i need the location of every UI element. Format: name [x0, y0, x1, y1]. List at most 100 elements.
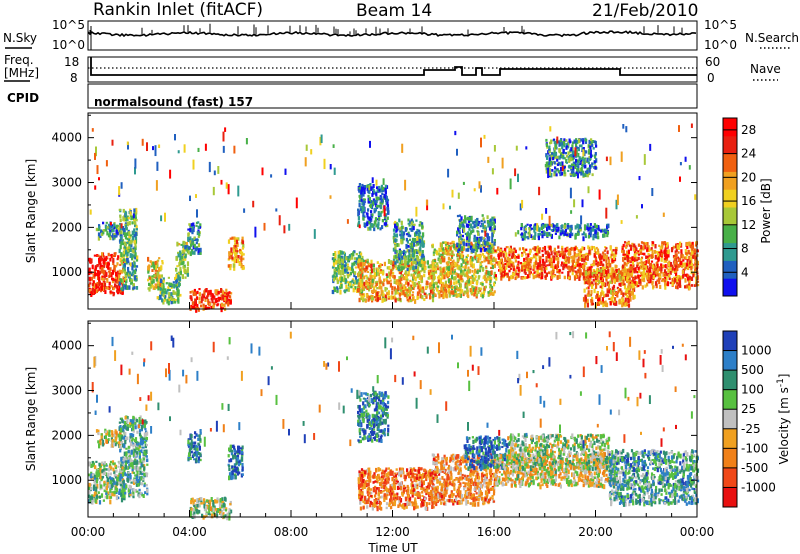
power-echo-cell: [407, 269, 410, 275]
power-echo-cell: [187, 236, 190, 242]
power-echo-cell: [133, 217, 136, 222]
power-echo-cell: [175, 280, 178, 284]
power-echo-cell: [462, 269, 465, 274]
power-echo-cell: [687, 274, 690, 280]
power-echo-cell: [679, 241, 682, 247]
power-echo-cell: [438, 258, 441, 263]
power-echo-cell: [183, 241, 186, 246]
power-echo-cell: [120, 252, 123, 258]
power-echo-cell: [529, 263, 532, 268]
power-echo-cell: [495, 276, 498, 281]
power-echo-cell: [357, 220, 361, 226]
power-echo-cell: [113, 235, 116, 238]
power-echo-cell: [646, 270, 649, 273]
power-echo-cell: [479, 225, 482, 228]
power-echo-cell: [563, 230, 566, 235]
power-echo-cell: [363, 275, 366, 280]
power-echo-cell: [177, 275, 180, 281]
power-echo-cell: [131, 235, 135, 241]
power-echo-cell: [467, 216, 470, 221]
power-echo-cell: [543, 232, 546, 237]
power-echo-cell: [480, 287, 483, 291]
power-echo-cell: [651, 273, 654, 277]
power-echo-cell: [639, 283, 642, 286]
power-echo-cell: [437, 252, 440, 256]
power-echo-cell: [393, 275, 396, 279]
power-echo-cell: [685, 256, 688, 260]
power-echo-cell: [179, 260, 182, 266]
power-echo-cell: [235, 247, 238, 250]
power-echo-cell: [566, 223, 569, 228]
power-echo-cell: [127, 249, 130, 252]
power-echo-cell: [583, 231, 586, 236]
power-echo-cell: [598, 228, 601, 232]
power-echo-cell: [122, 250, 125, 253]
power-echo-cell: [577, 252, 580, 257]
power-echo-cell: [471, 256, 474, 262]
power-echo-cell: [618, 274, 621, 279]
power-echo-cell: [97, 236, 100, 241]
power-echo-cell: [596, 232, 599, 236]
power-echo-cell: [378, 217, 381, 221]
power-echo-cell: [467, 233, 470, 237]
power-echo-cell: [555, 155, 558, 159]
power-echo-cell: [360, 289, 364, 295]
power-echo-cell: [445, 293, 448, 297]
power-echo-cell: [489, 286, 492, 289]
power-echo-cell: [410, 242, 413, 248]
power-echo-cell: [350, 285, 353, 289]
power-echo-cell: [621, 298, 625, 303]
power-echo-cell: [587, 272, 590, 276]
power-echo-cell: [468, 228, 471, 231]
power-echo-cell: [411, 248, 414, 253]
power-echo-cell: [593, 248, 597, 253]
power-echo-cell: [517, 260, 520, 264]
power-echo-cell: [595, 259, 598, 263]
power-echo-cell: [428, 282, 431, 288]
power-echo-cell: [661, 252, 664, 257]
power-echo-cell: [636, 271, 639, 274]
power-echo-cell: [179, 255, 182, 261]
power-echo-cell: [552, 138, 556, 141]
power-echo-cell: [622, 256, 625, 262]
power-echo-cell: [118, 208, 121, 211]
power-echo-cell: [416, 242, 419, 246]
power-echo-cell: [408, 238, 412, 241]
power-echo-cell: [646, 257, 650, 261]
power-echo-cell: [111, 279, 115, 284]
power-echo-cell: [105, 255, 108, 259]
power-echo-cell: [102, 269, 105, 275]
power-echo-cell: [378, 282, 381, 287]
power-echo-cell: [128, 271, 132, 275]
power-echo-cell: [605, 278, 608, 282]
power-echo-cell: [574, 225, 577, 230]
power-echo-cell: [372, 274, 375, 278]
power-echo-cell: [682, 262, 685, 268]
power-echo-cell: [561, 245, 564, 249]
power-echo-cell: [398, 297, 401, 301]
power-echo-cell: [189, 295, 192, 298]
power-echo-cell: [225, 298, 229, 304]
power-echo-cell: [520, 227, 523, 231]
power-echo-cell: [529, 224, 532, 229]
power-echo-cell: [195, 241, 198, 245]
power-echo-cell: [336, 259, 339, 264]
power-echo-cell: [168, 288, 171, 292]
power-echo-cell: [423, 262, 426, 267]
power-echo-cell: [161, 260, 164, 263]
power-echo-cell: [148, 276, 151, 280]
power-echo-cell: [199, 247, 202, 253]
power-echo-cell: [508, 276, 511, 282]
power-echo-cell: [577, 271, 580, 274]
power-echo-cell: [503, 268, 506, 272]
power-echo-cell: [371, 213, 374, 217]
power-echo-cell: [186, 261, 190, 267]
power-echo-cell: [546, 226, 549, 232]
power-echo-cell: [476, 270, 479, 275]
power-echo-cell: [493, 218, 496, 224]
power-echo-cell: [554, 265, 557, 270]
power-echo-cell: [413, 254, 416, 258]
power-echo-cell: [581, 258, 584, 262]
power-echo-cell: [190, 230, 193, 233]
power-echo-cell: [454, 285, 457, 290]
